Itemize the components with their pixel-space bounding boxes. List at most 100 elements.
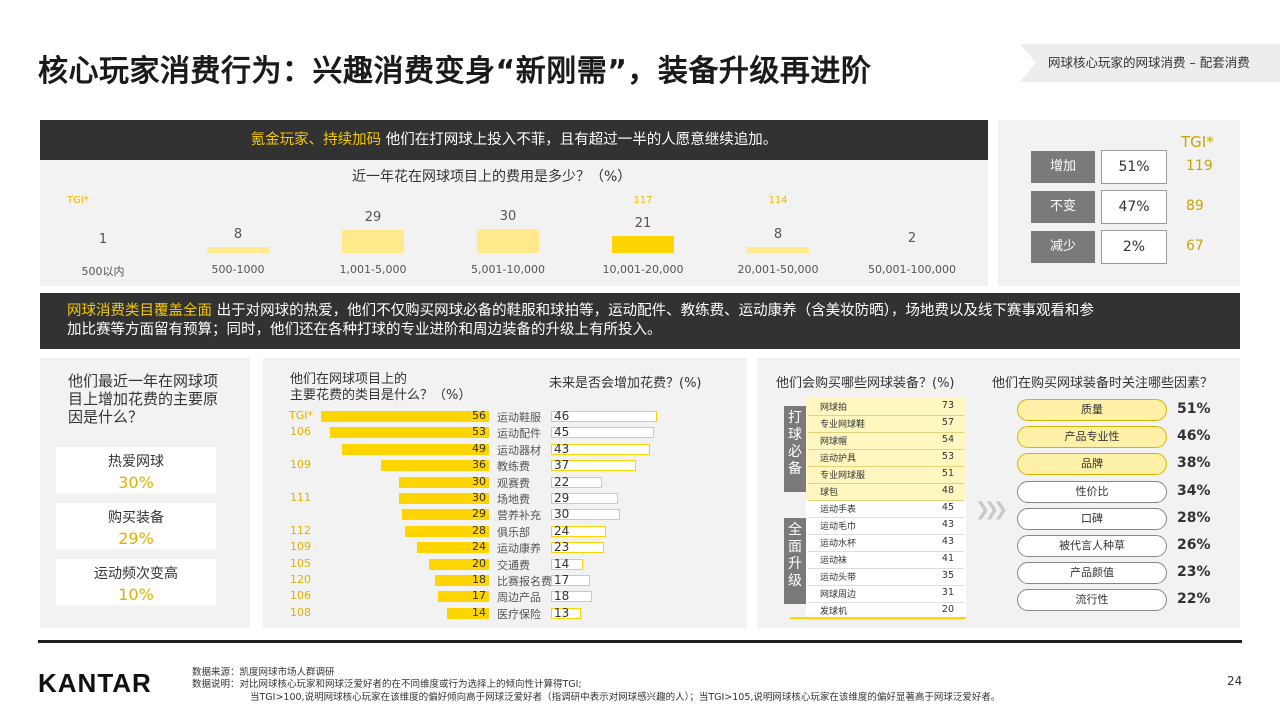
- trend-label: 减少: [1031, 231, 1095, 263]
- spend-category-label: 5,001-10,000: [471, 263, 545, 276]
- equipment-name: 专业网球鞋: [820, 420, 866, 430]
- category-bar: [381, 460, 489, 472]
- future-bar: 30: [551, 508, 620, 521]
- equipment-value: 48: [941, 485, 954, 496]
- category-value: 20: [472, 556, 486, 570]
- spend-bar: [477, 229, 539, 253]
- equipment-name: 球包: [820, 488, 839, 498]
- spend-category-label: 50,001-100,000: [868, 263, 956, 276]
- equipment-group2-bg: [806, 500, 966, 618]
- equipment-value: 57: [941, 417, 954, 428]
- future-bar: 23: [551, 541, 604, 554]
- equipment-name: 网球帽: [820, 437, 848, 447]
- page-title: 核心玩家消费行为：兴趣消费变身“新刚需”，装备升级再进阶: [38, 54, 872, 89]
- reasons-question: 他们最近一年在网球项 目上增加花费的主要原 因是什么？: [68, 372, 218, 426]
- category-tgi: 112: [290, 523, 311, 537]
- category-tgi: 106: [290, 425, 311, 439]
- banner-spend-text: 他们在打网球上投入不菲，且有超过一半的人愿意继续追加。: [381, 132, 778, 148]
- category-label: 周边产品: [497, 591, 541, 605]
- equipment-divider: [808, 415, 964, 416]
- category-question: 他们在网球项目上的 主要花费的类目是什么？（%）: [290, 372, 471, 404]
- category-label: 场地费: [497, 493, 530, 506]
- footer-divider: [38, 640, 1242, 643]
- category-tgi-label: TGI*: [289, 409, 313, 422]
- equipment-value: 31: [941, 587, 954, 598]
- category-tgi: 120: [290, 573, 311, 586]
- trend-label: 增加: [1031, 151, 1095, 183]
- equipment-value: 54: [941, 434, 954, 445]
- category-bar: [330, 427, 489, 439]
- reason-item: 运动频次变高 10%: [56, 559, 216, 605]
- factor-value: 22%: [1177, 591, 1211, 608]
- equipment-divider: [808, 585, 964, 586]
- factor-pill: 品牌: [1017, 453, 1167, 476]
- category-value: 30: [472, 474, 486, 488]
- reasons-question-line1: 他们最近一年在网球项: [68, 372, 219, 390]
- future-bar: 14: [551, 558, 583, 570]
- spend-category-label: 500-1000: [211, 263, 265, 276]
- banner-category-highlight: 网球消费类目覆盖全面: [67, 303, 212, 319]
- page-number: 24: [1227, 674, 1243, 688]
- banner-category-line1: 出于对网球的热爱，他们不仅购买网球必备的鞋服和球拍等，运动配件、教练费、运动康养…: [212, 303, 1094, 319]
- chevron-arrows-icon: ❯❯❯: [975, 499, 1008, 520]
- trend-tgi: 67: [1186, 238, 1204, 254]
- category-bar: [321, 411, 489, 422]
- equipment-name: 网球拍: [820, 403, 848, 413]
- category-bar: [429, 558, 489, 570]
- trend-value: 47%: [1101, 190, 1167, 224]
- factor-pill: 性价比: [1017, 480, 1167, 503]
- category-label: 比赛报名费: [497, 575, 552, 588]
- equipment-value: 53: [941, 451, 954, 462]
- category-label: 运动鞋服: [497, 411, 541, 424]
- spend-value: 21: [634, 216, 652, 231]
- equipment-divider: [808, 500, 964, 501]
- future-question: 未来是否会增加花费？(%): [549, 376, 702, 391]
- equipment-value: 35: [941, 570, 954, 581]
- future-bar: 29: [551, 492, 618, 504]
- equipment-divider: [808, 619, 964, 620]
- future-bar: 17: [551, 574, 590, 586]
- future-bar: 18: [551, 590, 592, 603]
- reason-label: 购买装备: [108, 510, 164, 526]
- equipment-underline: [790, 617, 966, 619]
- category-bar: [342, 443, 489, 455]
- spend-bar: [207, 247, 269, 253]
- category-bar: [399, 476, 489, 488]
- equipment-divider: [808, 517, 964, 518]
- footer-note2: 当TGI>100,说明网球核心玩家在该维度的偏好倾向高于网球泛爱好者（指调研中表…: [250, 692, 1001, 703]
- factors-question: 他们在购买网球装备时关注哪些因素？: [992, 376, 1214, 391]
- equipment-name: 网球周边: [820, 590, 857, 600]
- factor-value: 51%: [1177, 401, 1211, 417]
- category-label: 运动器材: [497, 443, 541, 457]
- spend-value: 1: [98, 232, 108, 247]
- category-bar: [399, 493, 489, 504]
- kantar-logo: KANTAR: [38, 668, 152, 698]
- future-bar: 43: [551, 443, 650, 455]
- factor-pill: 被代言人种草: [1017, 535, 1167, 557]
- spend-tgi: 117: [633, 195, 653, 206]
- factor-pill: 产品专业性: [1017, 426, 1167, 449]
- reasons-question-line2: 目上增加花费的主要原: [68, 390, 219, 408]
- group2-label-text: 全面升级: [788, 522, 802, 589]
- future-bar: 45: [551, 426, 654, 439]
- trend-value: 51%: [1101, 150, 1167, 184]
- footer-source: 数据来源：凯度网球市场人群调研: [192, 667, 335, 678]
- equipment-value: 20: [941, 604, 954, 615]
- equipment-divider: [808, 466, 964, 467]
- category-bar: [417, 542, 489, 554]
- future-bar: 24: [551, 525, 606, 537]
- trend-value: 2%: [1101, 230, 1167, 264]
- category-panel: [263, 358, 747, 628]
- equipment-group1-label: 打球必备: [784, 406, 806, 492]
- equipment-value: 43: [941, 536, 954, 547]
- category-tgi: 106: [290, 589, 311, 603]
- category-tgi: 108: [290, 605, 311, 619]
- equipment-name: 专业网球服: [820, 471, 866, 481]
- equipment-group2-label: 全面升级: [784, 518, 806, 604]
- equipment-value: 45: [941, 502, 954, 513]
- category-value: 53: [472, 425, 486, 439]
- category-value: 49: [472, 441, 486, 455]
- reason-item: 热爱网球 30%: [56, 447, 216, 493]
- spend-bar: [612, 236, 674, 253]
- equipment-divider: [808, 602, 964, 603]
